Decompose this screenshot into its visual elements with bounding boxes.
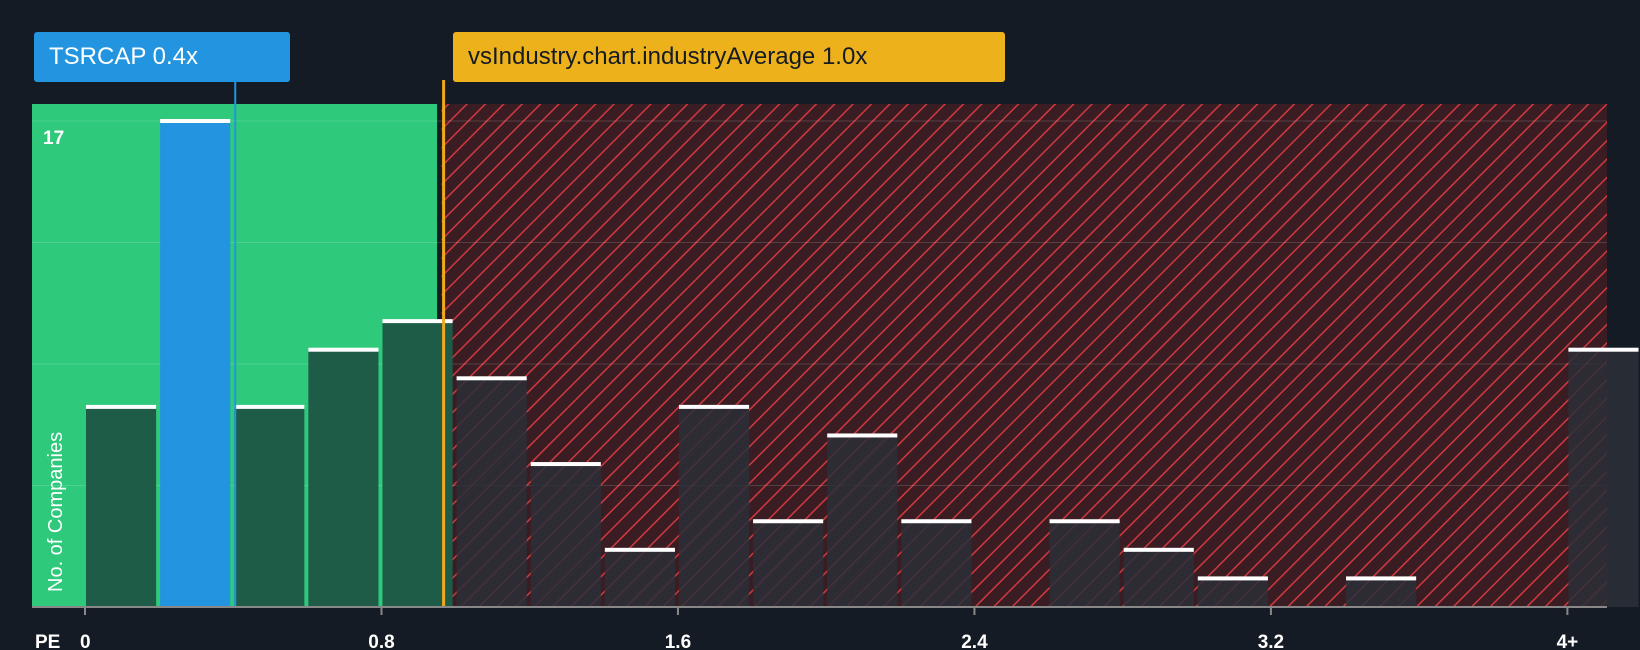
histogram-bar: [901, 521, 972, 607]
histogram-bar: [1049, 521, 1120, 607]
histogram-bar-cap: [1123, 547, 1194, 552]
histogram-bar-cap: [753, 519, 824, 524]
x-tick-label: 0: [80, 632, 91, 650]
histogram-bar: [160, 121, 231, 607]
histogram-bar-cap: [678, 404, 750, 409]
x-axis-title: PE: [35, 632, 60, 650]
histogram-bar: [530, 464, 601, 607]
histogram-bar-cap: [901, 519, 972, 524]
x-tick-label: 4+: [1557, 632, 1579, 650]
histogram-bar: [753, 521, 824, 607]
histogram-bar: [1123, 549, 1194, 607]
y-max-label: 17: [43, 128, 64, 149]
histogram-bar-cap: [160, 119, 231, 123]
histogram-bar: [86, 406, 157, 607]
company-ticker: TSRCAP: [49, 43, 146, 70]
histogram-bar-cap: [234, 404, 305, 409]
histogram-bar-cap: [1197, 576, 1268, 581]
histogram-bar: [1568, 349, 1639, 607]
histogram-bar: [1346, 578, 1417, 607]
histogram-bar-cap: [382, 319, 453, 324]
x-tick-label: 1.6: [665, 632, 691, 650]
industry-average-label: vsIndustry.chart.industryAverage 1.0x: [453, 32, 1005, 82]
histogram-bar-cap: [604, 547, 675, 552]
industry-average-value: 1.0x: [821, 43, 868, 70]
histogram-bar: [308, 349, 379, 607]
histogram-bar-cap: [827, 433, 898, 438]
histogram-bar-cap: [308, 347, 379, 352]
industry-average-text: vsIndustry.chart.industryAverage: [468, 43, 816, 70]
histogram-bar: [456, 378, 527, 607]
histogram-bar-cap: [456, 376, 527, 381]
company-pe-label: TSRCAP 0.4x: [34, 32, 290, 82]
histogram-bar-cap: [86, 404, 157, 409]
histogram-bar-cap: [1568, 347, 1639, 352]
histogram-bar-cap: [1346, 576, 1417, 581]
histogram-bar: [382, 321, 453, 607]
y-axis-title: No. of Companies: [45, 432, 67, 592]
histogram-bar-cap: [1049, 519, 1120, 524]
x-tick-label: 3.2: [1258, 632, 1284, 650]
histogram-bar: [234, 406, 305, 607]
histogram-bar-cap: [530, 462, 601, 467]
histogram-bar: [678, 406, 750, 607]
histogram-bar: [604, 549, 675, 607]
x-tick-label: 0.8: [368, 632, 394, 650]
histogram-bar: [1197, 578, 1268, 607]
overvalued-zone-hatch: [441, 104, 1608, 607]
company-pe-value: 0.4x: [152, 43, 198, 70]
histogram-bar: [827, 435, 898, 607]
x-tick-label: 2.4: [961, 632, 988, 650]
